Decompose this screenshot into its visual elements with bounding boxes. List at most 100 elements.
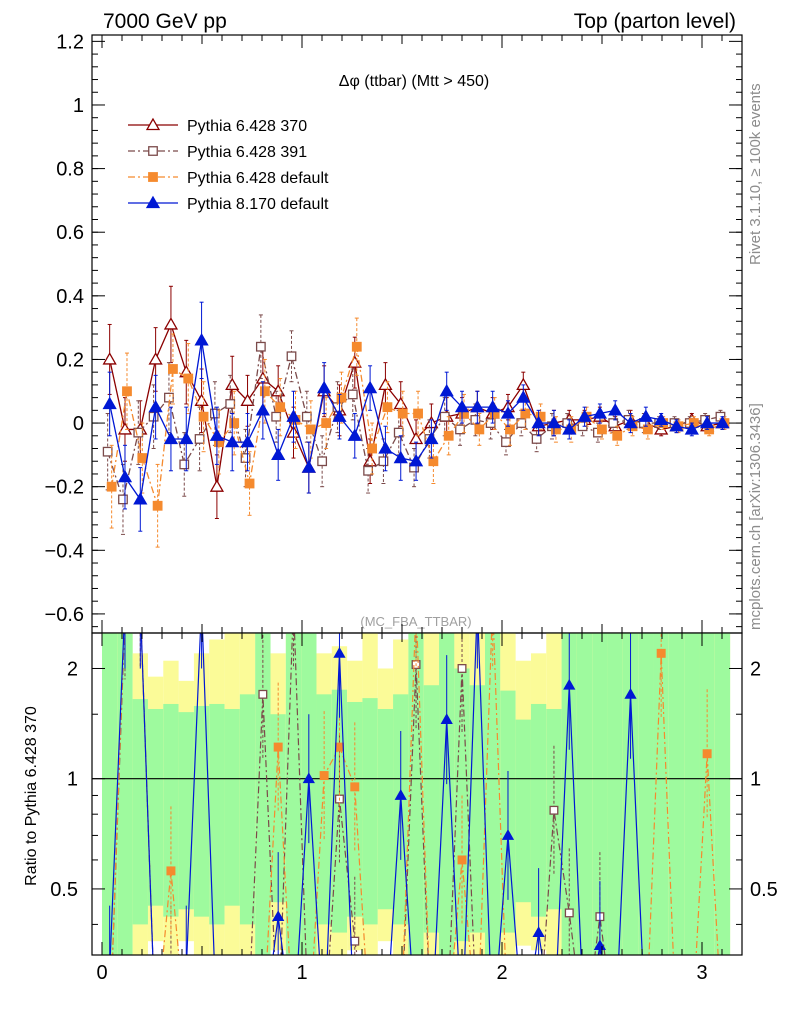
data-point (301, 460, 316, 473)
ratio-point (624, 688, 637, 699)
header-left: 7000 GeV pp (103, 10, 227, 33)
data-point (413, 408, 423, 419)
legend-entry: Pythia 6.428 391 (187, 144, 307, 161)
ratio-point (394, 789, 407, 800)
data-point (378, 456, 389, 467)
data-point (562, 422, 577, 435)
data-point (684, 422, 699, 435)
data-point (470, 399, 485, 413)
y-tick-label: −0.2 (45, 477, 84, 499)
data-point (669, 418, 684, 432)
data-point (106, 481, 117, 492)
data-point (351, 341, 362, 352)
data-point (612, 430, 623, 441)
ratio-point (656, 648, 666, 658)
data-point (397, 408, 408, 419)
data-point (271, 411, 282, 422)
inner-band-bin (592, 633, 608, 955)
data-point (623, 415, 638, 429)
ratio-point (302, 772, 315, 784)
ratio-point (273, 742, 283, 752)
data-point (505, 424, 515, 435)
data-point (229, 418, 240, 428)
data-point (271, 447, 286, 461)
data-point (163, 317, 179, 330)
data-point (240, 393, 255, 406)
data-point (516, 390, 531, 403)
ratio-y-tick-label: 0.5 (50, 879, 78, 901)
inner-band-bin (485, 633, 501, 955)
data-point (424, 431, 439, 445)
inner-band-bin (699, 633, 715, 955)
ratio-line-p8 (109, 633, 643, 955)
ratio-point (549, 805, 559, 815)
ratio-point (563, 678, 576, 690)
data-point (133, 427, 144, 438)
header-right: Top (parton level) (574, 10, 736, 33)
ratio-panel: 0.5 0.5 1 1 2 2 0 1 2 3 (50, 632, 778, 984)
ratio-frame (91, 632, 743, 956)
data-point (455, 424, 465, 435)
legend: Pythia 6.428 370 Pythia 6.428 391 Pythia 6… (128, 117, 329, 213)
ratio-point (532, 926, 545, 937)
data-point (209, 428, 225, 441)
ratio-ylabel: Ratio to Pythia 6.428 370 (23, 706, 40, 886)
main-axes: −0.6 −0.4 −0.2 0 0.2 0.4 0.6 0.8 1 1.2 (45, 31, 742, 633)
inner-band-bin (454, 668, 470, 942)
inner-band-bin (622, 633, 639, 955)
ratio-point (258, 689, 268, 699)
data-point (443, 430, 454, 441)
y-tick-label: 0.4 (56, 286, 84, 308)
inner-band-bin (714, 633, 731, 955)
data-point (700, 415, 715, 429)
data-point (500, 406, 516, 419)
legend-marker (145, 117, 161, 131)
data-point (194, 393, 209, 406)
data-point (137, 453, 148, 463)
ratio-point (333, 647, 346, 658)
data-point (102, 446, 113, 457)
data-point (638, 409, 653, 422)
inner-band-bin (147, 709, 164, 906)
inner-band-bin (530, 703, 547, 917)
legend-entry: Pythia 8.170 default (187, 196, 329, 213)
data-point (255, 341, 266, 352)
data-point (194, 434, 205, 444)
ratio-point (350, 936, 360, 946)
inner-band-bin (607, 633, 623, 955)
ratio-y-tick-label-right: 0.5 (750, 879, 778, 901)
data-point (336, 392, 347, 403)
x-tick-label: 1 (296, 962, 307, 984)
data-point (546, 415, 562, 429)
analysis-watermark: (MC_FBA_TTBAR) (360, 614, 471, 629)
ratio-point (319, 771, 329, 781)
data-point (520, 408, 531, 419)
data-point (485, 399, 500, 413)
legend-marker (148, 172, 158, 182)
x-tick-label: 3 (696, 962, 707, 984)
data-point (194, 333, 209, 346)
data-point (102, 352, 117, 365)
ratio-point (166, 866, 176, 876)
inner-band-bin (239, 694, 256, 925)
x-tick-label: 2 (496, 962, 507, 984)
data-point (428, 456, 439, 467)
inner-band-bin (653, 633, 669, 955)
data-point (654, 412, 669, 426)
legend-marker (148, 146, 158, 156)
ratio-point (350, 782, 360, 792)
y-tick-label: 1 (73, 95, 84, 117)
data-point (439, 383, 454, 397)
inner-band-bin (423, 685, 440, 933)
data-point (332, 402, 343, 413)
data-point (152, 500, 163, 511)
data-point (347, 389, 358, 400)
data-point (305, 424, 316, 435)
legend-marker (145, 195, 161, 209)
data-point (271, 383, 286, 397)
data-point (393, 450, 408, 464)
data-point (240, 434, 255, 448)
inner-band-bin (377, 709, 394, 910)
y-tick-label: 0.6 (56, 222, 84, 244)
y-tick-label: −0.4 (45, 540, 84, 562)
